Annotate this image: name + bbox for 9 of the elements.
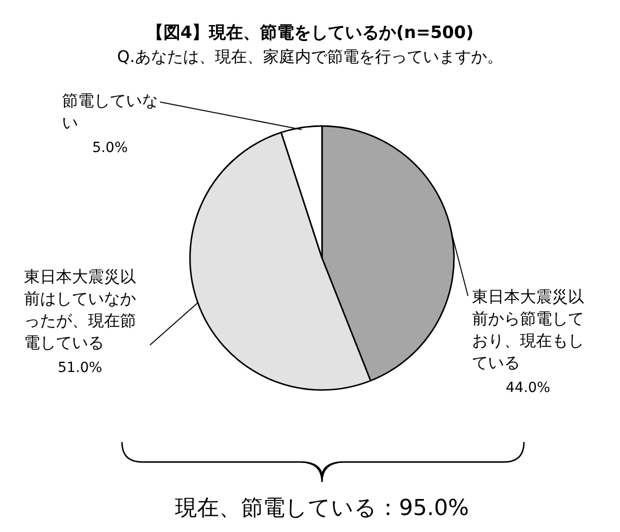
slice-label: 東日本大震災以前から節電しており、現在もしている bbox=[472, 287, 584, 372]
chart-title: 【図4】現在、節電をしているか(n=500) bbox=[146, 23, 474, 43]
slice-label: 東日本大震災以前はしていなかったが、現在節電している bbox=[24, 267, 136, 352]
data-label: 44.0% bbox=[506, 380, 550, 396]
text: 現在、節電している：95.0% bbox=[175, 496, 469, 521]
chart-subtitle: Q.あなたは、現在、家庭内で節電を行っていますか。 bbox=[117, 47, 503, 66]
data-label: 5.0% bbox=[92, 140, 128, 156]
slice-label: 節電していない bbox=[62, 91, 158, 132]
data-label: 51.0% bbox=[58, 360, 102, 376]
